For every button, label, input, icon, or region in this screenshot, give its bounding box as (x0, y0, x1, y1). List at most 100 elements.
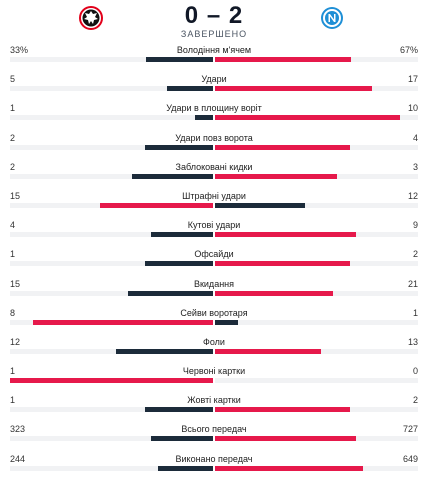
stat-label: Удари повз ворота (175, 132, 253, 143)
stat-comparison-bar (10, 232, 418, 238)
stat-comparison-bar (10, 57, 418, 62)
home-stat-bar (145, 407, 213, 413)
stat-comparison-bar (10, 202, 418, 208)
home-bar-track (10, 115, 213, 121)
stat-row: 1 Червоні картки 0 (0, 361, 428, 390)
home-stat-bar (128, 290, 213, 296)
home-stat-bar (33, 319, 213, 325)
away-stat-value: 2 (412, 395, 418, 406)
away-stat-bar (215, 202, 305, 208)
away-bar-track (215, 319, 418, 325)
eintracht-frankfurt-eagle-icon[interactable] (79, 6, 103, 30)
home-stat-value: 4 (10, 220, 16, 231)
home-stat-value: 15 (10, 190, 21, 201)
away-stat-value: 4 (412, 132, 418, 143)
stat-row: 15 Штрафні удари 12 (0, 186, 428, 215)
home-stat-bar (145, 261, 213, 267)
stat-label: Сейви воротаря (180, 307, 248, 318)
stat-comparison-bar (10, 86, 418, 92)
stat-row: 323 Всього передач 727 (0, 419, 428, 448)
stat-label: Заблоковані кидки (175, 161, 253, 172)
home-stat-bar (10, 378, 213, 384)
home-stat-bar (195, 115, 213, 121)
home-stat-bar (145, 144, 213, 150)
away-stat-value: 1 (412, 307, 418, 318)
away-stat-bar (215, 348, 321, 354)
home-bar-track (10, 144, 213, 150)
stat-label: Офсайди (194, 249, 234, 260)
stat-label: Кутові удари (187, 220, 241, 231)
away-stat-bar (215, 173, 337, 179)
stat-comparison-bar (10, 290, 418, 296)
stat-row: 244 Виконано передач 649 (0, 449, 428, 478)
away-stat-value: 3 (412, 161, 418, 172)
home-bar-track (10, 57, 213, 62)
stat-comparison-bar (10, 436, 418, 442)
stat-comparison-bar (10, 115, 418, 121)
home-bar-track (10, 436, 213, 442)
stat-row: 1 Жовті картки 2 (0, 390, 428, 419)
away-stat-value: 10 (407, 103, 418, 114)
home-bar-track (10, 232, 213, 238)
away-stat-value: 649 (402, 453, 418, 464)
away-stat-bar (215, 319, 238, 325)
stat-row: 5 Удари 17 (0, 69, 428, 98)
stat-comparison-bar (10, 261, 418, 267)
home-stat-bar (100, 202, 213, 208)
home-stat-bar (151, 436, 213, 442)
home-stat-value: 244 (10, 453, 26, 464)
stat-label: Вкидання (193, 278, 235, 289)
home-stat-value: 2 (10, 132, 16, 143)
stat-row: 4 Кутові удари 9 (0, 215, 428, 244)
away-stat-value: 0 (412, 366, 418, 377)
home-stat-bar (167, 86, 213, 92)
home-bar-track (10, 86, 213, 92)
stat-label: Володіння м'ячем (176, 45, 252, 55)
stat-label: Фоли (203, 336, 225, 347)
match-status: ЗАВЕРШЕНО (180, 29, 248, 39)
home-bar-track (10, 290, 213, 296)
stat-row: 2 Удари повз ворота 4 (0, 128, 428, 157)
home-bar-track (10, 348, 213, 354)
away-stat-bar (215, 57, 351, 62)
match-header: 0 – 2 ЗАВЕРШЕНО (0, 0, 428, 40)
away-stat-bar (215, 86, 372, 92)
match-stats-list: 33% Володіння м'ячем 67% 5 Удари 17 1 Удари в п… (0, 40, 428, 478)
home-stat-value: 8 (10, 307, 16, 318)
home-stat-value: 2 (10, 161, 16, 172)
away-stat-bar (215, 465, 363, 471)
away-stat-value: 67% (399, 45, 418, 55)
stat-row: 12 Фоли 13 (0, 332, 428, 361)
away-stat-bar (215, 436, 356, 442)
stat-label: Жовті картки (187, 395, 241, 406)
away-stat-value: 9 (412, 220, 418, 231)
home-stat-value: 323 (10, 424, 26, 435)
away-stat-bar (215, 144, 350, 150)
stat-row: 1 Офсайди 2 (0, 244, 428, 273)
stat-label: Всього передач (181, 424, 247, 435)
stat-comparison-bar (10, 144, 418, 150)
home-bar-track (10, 261, 213, 267)
stat-label: Удари (201, 74, 227, 85)
stat-label: Штрафні удари (182, 190, 246, 201)
stat-row: 15 Вкидання 21 (0, 274, 428, 303)
home-stat-value: 1 (10, 395, 16, 406)
home-stat-value: 1 (10, 366, 16, 377)
stat-row: 33% Володіння м'ячем 67% (0, 40, 428, 69)
home-stat-value: 15 (10, 278, 21, 289)
away-stat-value: 12 (407, 190, 418, 201)
home-stat-value: 5 (10, 74, 16, 85)
stat-row: 2 Заблоковані кидки 3 (0, 157, 428, 186)
napoli-crest-icon[interactable] (320, 6, 344, 30)
home-stat-bar (132, 173, 213, 179)
away-bar-track (215, 378, 418, 384)
away-stat-value: 17 (407, 74, 418, 85)
home-stat-value: 12 (10, 336, 21, 347)
away-stat-bar (215, 115, 400, 121)
home-stat-bar (116, 348, 213, 354)
home-stat-value: 1 (10, 103, 16, 114)
stat-row: 1 Удари в площину воріт 10 (0, 98, 428, 127)
stat-comparison-bar (10, 465, 418, 471)
away-stat-value: 21 (407, 278, 418, 289)
home-stat-value: 1 (10, 249, 16, 260)
